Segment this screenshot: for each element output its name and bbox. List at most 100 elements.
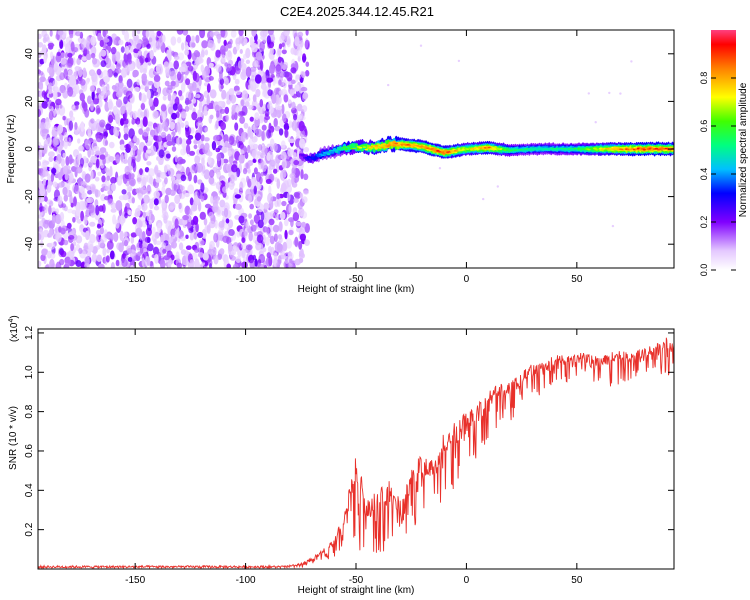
noise-blob [119, 230, 124, 242]
noise-blob [89, 221, 96, 227]
noise-blob [211, 249, 218, 256]
noise-blob [234, 122, 239, 131]
noise-blob [55, 261, 62, 268]
noise-blob [75, 166, 83, 174]
noise-blob [115, 63, 121, 70]
noise-blob [260, 145, 268, 156]
noise-blob [57, 144, 63, 154]
noise-blob [59, 72, 65, 81]
noise-blob [302, 196, 308, 204]
noise-blob [153, 190, 160, 199]
figure-title: C2E4.2025.344.12.45.R21 [280, 4, 434, 19]
ridge-point [340, 147, 345, 149]
noise-blob [294, 36, 300, 47]
noise-blob [232, 263, 239, 268]
noise-blob [39, 202, 43, 213]
noise-blob [98, 238, 105, 248]
noise-blob [305, 70, 310, 77]
svg-text:(x104): (x104) [8, 315, 20, 342]
noise-blob [162, 95, 167, 101]
noise-blob [299, 192, 304, 199]
noise-blob [302, 55, 307, 62]
noise-blob [79, 224, 84, 230]
noise-blob [132, 145, 137, 151]
noise-blob [184, 99, 192, 105]
noise-blob [126, 44, 132, 54]
noise-blob [79, 78, 86, 86]
noise-blob [210, 195, 214, 204]
ridge-point [312, 158, 317, 160]
noise-blob [150, 32, 157, 38]
noise-blob [112, 214, 117, 225]
noise-blob [180, 174, 187, 182]
noise-blob [49, 30, 53, 37]
noise-blob [128, 128, 135, 139]
noise-blob [200, 134, 205, 142]
noise-blob [81, 192, 87, 199]
noise-blob [203, 187, 209, 193]
noise-blob [289, 258, 293, 264]
snr-scale-suffix: ) [9, 315, 20, 318]
noise-blob [92, 57, 98, 65]
noise-blob [229, 38, 233, 46]
noise-blob [96, 87, 102, 94]
noise-blob [160, 131, 167, 138]
noise-blob [240, 242, 248, 249]
noise-blob [279, 34, 285, 44]
noise-blob [226, 63, 232, 72]
noise-blob [165, 220, 172, 231]
noise-blob [110, 176, 117, 184]
noise-blob [71, 103, 75, 110]
noise-blob [148, 68, 156, 79]
noise-blob [140, 84, 145, 90]
noise-blob [135, 227, 143, 237]
noise-blob [54, 61, 59, 69]
noise-blob [200, 240, 206, 245]
noise-blob [57, 30, 64, 36]
noise-blob [52, 181, 58, 188]
noise-blob [240, 99, 245, 107]
noise-blob [137, 50, 142, 56]
noise-blob [193, 61, 199, 70]
spectrogram-panel: -150 -100 -50 0 50 -40 -20 0 20 40 Height of stra… [6, 29, 675, 295]
noise-blob [457, 59, 461, 63]
noise-blob [98, 205, 104, 212]
noise-blob [267, 102, 273, 110]
noise-blob [136, 177, 142, 183]
noise-blob [243, 53, 247, 60]
noise-blob [149, 201, 154, 210]
noise-blob [49, 200, 54, 207]
noise-blob [63, 239, 69, 246]
ridge-point [362, 146, 367, 149]
noise-blob [204, 49, 209, 56]
noise-blob [41, 90, 47, 98]
noise-blob [139, 65, 144, 74]
noise-blob [74, 101, 80, 106]
noise-blob [46, 137, 53, 147]
noise-blob [115, 68, 122, 74]
noise-blob [189, 232, 195, 241]
noise-blob [270, 246, 275, 256]
noise-blob [248, 213, 253, 219]
noise-blob [133, 135, 138, 143]
noise-blob [90, 149, 95, 156]
noise-blob [215, 49, 221, 58]
noise-blob [67, 176, 73, 185]
noise-blob [143, 194, 150, 204]
noise-blob [278, 43, 283, 50]
x-tick-label: 50 [571, 274, 583, 285]
noise-blob [240, 249, 247, 259]
noise-blob [208, 76, 214, 81]
noise-blob [94, 176, 100, 182]
noise-blob [48, 156, 54, 163]
noise-blob [193, 144, 198, 150]
snr-xlabel: Height of straight line (km) [298, 585, 415, 596]
noise-blob [278, 79, 282, 86]
noise-blob [277, 234, 283, 240]
noise-blob [299, 233, 306, 241]
noise-blob [291, 101, 296, 111]
noise-blob [154, 253, 159, 264]
noise-blob [87, 95, 92, 105]
noise-blob [226, 99, 231, 105]
noise-blob [219, 108, 226, 114]
